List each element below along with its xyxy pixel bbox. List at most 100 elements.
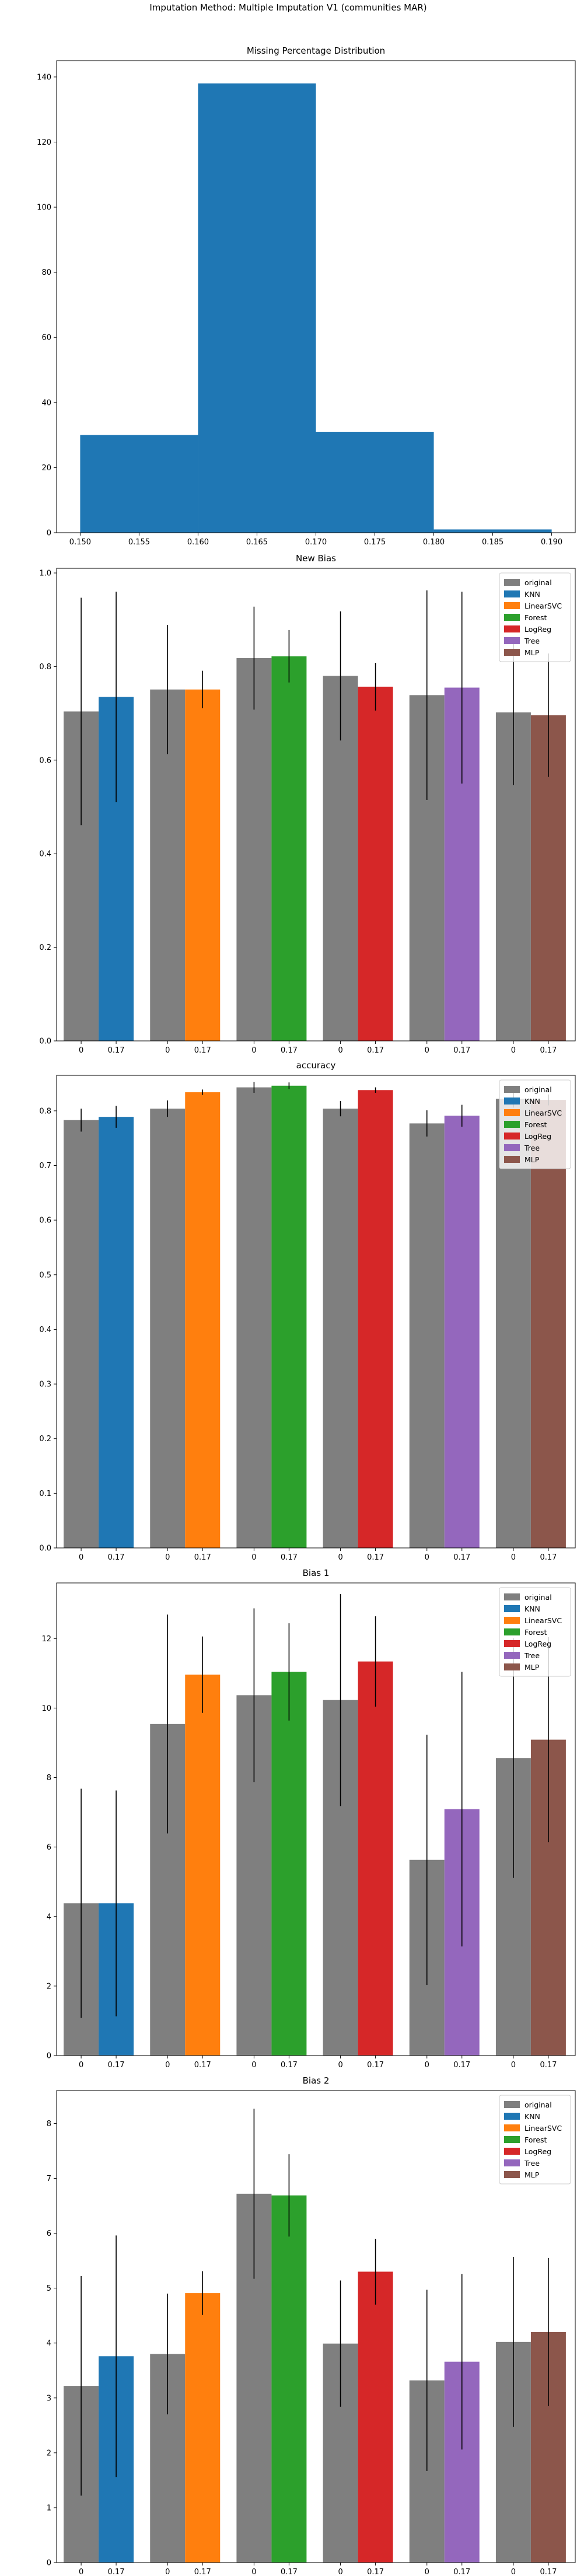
y-tick-label: 0 <box>47 2052 51 2061</box>
legend-label: original <box>524 1593 552 1602</box>
y-tick-label: 120 <box>37 138 51 147</box>
x-tick-label: 0 <box>425 1553 429 1562</box>
legend-swatch <box>504 1133 520 1140</box>
legend-label: Forest <box>524 613 547 622</box>
y-tick-label: 6 <box>47 2229 51 2238</box>
chart-title: Bias 1 <box>303 1568 330 1578</box>
y-tick-label: 2 <box>47 1982 51 1991</box>
x-tick-label: 0.17 <box>367 1046 384 1055</box>
legend-swatch <box>504 637 520 644</box>
x-tick-label: 0 <box>251 2568 256 2576</box>
legend-swatch <box>504 1640 520 1647</box>
axes-frame <box>56 2090 576 2563</box>
legend-swatch <box>504 625 520 632</box>
x-tick-label: 0.17 <box>453 2568 470 2576</box>
y-tick-label: 60 <box>41 334 51 342</box>
legend-swatch <box>504 1144 520 1151</box>
x-tick-label: 0.17 <box>453 1046 470 1055</box>
legend-label: MLP <box>524 1663 540 1672</box>
y-tick-label: 0.4 <box>39 1326 51 1334</box>
x-tick-label: 0.17 <box>281 2061 298 2070</box>
legend-label: original <box>524 578 552 587</box>
x-tick-label: 0 <box>251 2061 256 2070</box>
legend-swatch <box>504 590 520 597</box>
x-tick-label: 0.17 <box>194 2568 211 2576</box>
y-tick-label: 0 <box>47 529 51 538</box>
bar-panel: accuracy 0 0.17 0 0.17 0 0.17 0 0.17 0 0.17 0 0.17 0.… <box>39 1060 576 1562</box>
y-tick-label: 8 <box>47 2120 51 2128</box>
x-tick-label: 0.175 <box>364 538 386 547</box>
legend-swatch <box>504 1605 520 1612</box>
legend-swatch <box>504 2113 520 2120</box>
y-tick-label: 7 <box>47 2175 51 2183</box>
x-tick-label: 0.17 <box>453 2061 470 2070</box>
x-tick-label: 0.17 <box>540 2568 557 2576</box>
y-tick-label: 2 <box>47 2449 51 2458</box>
axes-frame <box>56 568 576 1041</box>
x-tick-label: 0.17 <box>281 1046 298 1055</box>
y-tick-label: 0.3 <box>39 1380 51 1389</box>
y-tick-label: 12 <box>41 1635 51 1644</box>
legend-label: LinearSVC <box>524 1616 562 1625</box>
y-tick-label: 3 <box>47 2394 51 2403</box>
x-tick-label: 0 <box>425 2061 429 2070</box>
bar-forest-original <box>236 658 272 1041</box>
y-tick-label: 100 <box>37 204 51 212</box>
bar-forest-imputed <box>271 1672 307 2056</box>
legend-swatch <box>504 1121 520 1128</box>
histogram-bar <box>433 529 552 533</box>
histogram-panel: Missing Percentage Distribution 0 20 40 60 80… <box>37 46 576 547</box>
legend-label: LinearSVC <box>524 2124 562 2133</box>
x-tick-label: 0.17 <box>453 1553 470 1562</box>
x-tick-label: 0 <box>511 1553 516 1562</box>
legend-swatch <box>504 2148 520 2155</box>
histogram-bar <box>198 83 316 533</box>
x-tick-label: 0.17 <box>194 1046 211 1055</box>
x-tick-label: 0 <box>338 2061 342 2070</box>
x-tick-label: 0.17 <box>367 2061 384 2070</box>
legend: original KNN LinearSVC Forest LogReg Tree MLP <box>499 2095 571 2184</box>
x-tick-label: 0 <box>165 1553 170 1562</box>
legend-swatch <box>504 602 520 609</box>
axes-frame <box>56 1075 576 1549</box>
x-tick-label: 0 <box>165 1046 170 1055</box>
legend-label: Forest <box>524 1628 547 1637</box>
chart-title: Missing Percentage Distribution <box>247 46 385 56</box>
bar-forest-imputed <box>271 656 307 1041</box>
y-tick-label: 40 <box>41 399 51 407</box>
y-tick-label: 0.4 <box>39 850 51 859</box>
x-tick-label: 0.17 <box>108 2061 125 2070</box>
legend-label: MLP <box>524 648 540 657</box>
legend-label: Forest <box>524 2135 547 2144</box>
chart-title: Bias 2 <box>303 2075 330 2086</box>
x-tick-label: 0.170 <box>305 538 327 547</box>
y-tick-label: 0.0 <box>39 1544 51 1553</box>
x-tick-label: 0 <box>251 1046 256 1055</box>
x-tick-label: 0.150 <box>69 538 91 547</box>
y-tick-label: 6 <box>47 1843 51 1852</box>
legend-swatch <box>504 1097 520 1105</box>
legend: original KNN LinearSVC Forest LogReg Tree MLP <box>499 1587 571 1677</box>
x-tick-label: 0.160 <box>187 538 209 547</box>
legend-label: LogReg <box>524 1640 551 1648</box>
legend-swatch <box>504 649 520 656</box>
y-tick-label: 0.2 <box>39 943 51 952</box>
y-tick-label: 8 <box>47 1774 51 1782</box>
x-tick-label: 0 <box>165 2061 170 2070</box>
chart-title: New Bias <box>296 553 336 564</box>
y-tick-label: 0.2 <box>39 1435 51 1443</box>
x-tick-label: 0 <box>338 2568 342 2576</box>
x-tick-label: 0 <box>338 1553 342 1562</box>
x-tick-label: 0.155 <box>128 538 150 547</box>
legend-swatch <box>504 1593 520 1600</box>
bar-logreg-original <box>323 1109 358 1548</box>
histogram-bar <box>80 435 198 533</box>
legend-swatch <box>504 2101 520 2108</box>
legend-swatch <box>504 1617 520 1624</box>
legend-label: Tree <box>524 1651 540 1660</box>
y-tick-label: 0.6 <box>39 756 51 765</box>
legend-label: LogReg <box>524 2147 551 2156</box>
legend-swatch <box>504 614 520 621</box>
bar-mlp-imputed <box>530 1100 566 1548</box>
